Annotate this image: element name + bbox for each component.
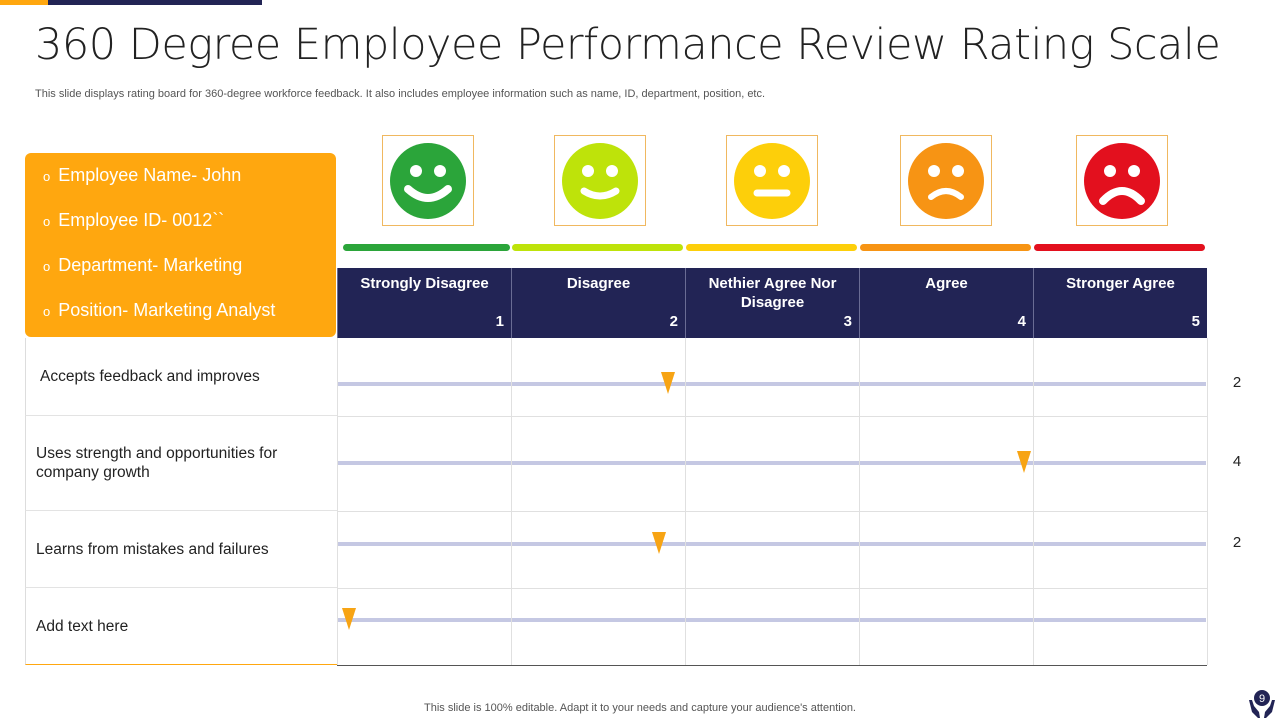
- criterion-label: Learns from mistakes and failures: [25, 511, 337, 588]
- footer-note: This slide is 100% editable. Adapt it to…: [424, 702, 856, 714]
- scale-label: Strongly Disagree: [360, 275, 489, 292]
- criterion-label: Add text here: [25, 588, 337, 665]
- smile-face-box: [554, 135, 646, 226]
- column-divider: [685, 338, 686, 665]
- rating-score: 2: [1232, 374, 1242, 391]
- happy-face-icon: [390, 142, 466, 219]
- accent-bar-navy: [48, 0, 262, 5]
- rating-score: 2: [1232, 534, 1242, 551]
- scale-label: Disagree: [566, 275, 631, 292]
- bullet-icon: o: [43, 304, 51, 319]
- rating-marker[interactable]: [651, 532, 666, 554]
- employee-info-item: o Position- Marketing Analyst: [43, 300, 336, 345]
- rating-marker[interactable]: [1017, 451, 1032, 473]
- bullet-icon: o: [43, 169, 51, 184]
- employee-info-text: Position- Marketing Analyst: [58, 300, 276, 320]
- column-divider: [859, 338, 860, 665]
- neutral-face-box: [726, 135, 818, 226]
- page-subtitle: This slide displays rating board for 360…: [35, 88, 766, 100]
- scale-color-bar: [512, 244, 683, 251]
- row-divider: [337, 511, 1207, 512]
- employee-info-text: Department- Marketing: [58, 255, 243, 275]
- rating-marker[interactable]: [342, 608, 357, 630]
- sad-face-icon: [908, 142, 984, 219]
- criterion-label: Accepts feedback and improves: [25, 338, 337, 416]
- accent-bar-orange: [0, 0, 48, 5]
- page-number: 9: [1259, 693, 1265, 705]
- rating-score: 4: [1232, 453, 1242, 470]
- employee-info-item: o Employee ID- 0012``: [43, 210, 336, 255]
- rating-track: [338, 461, 1206, 465]
- frown-face-icon: [1084, 142, 1160, 219]
- scale-number: 4: [1017, 313, 1026, 330]
- scale-header-2: Disagree 2: [511, 268, 685, 338]
- employee-info-item: o Employee Name- John: [43, 165, 336, 210]
- bullet-icon: o: [43, 214, 51, 229]
- happy-face-box: [382, 135, 474, 226]
- row-divider: [337, 588, 1207, 589]
- scale-header-4: Agree 4: [859, 268, 1033, 338]
- scale-number: 3: [843, 313, 852, 330]
- column-divider: [511, 338, 512, 665]
- employee-info-box: o Employee Name- John o Employee ID- 0012`…: [25, 153, 336, 337]
- bullet-icon: o: [43, 259, 51, 274]
- scale-label: Agree: [925, 275, 968, 292]
- rating-track: [338, 618, 1206, 622]
- scale-color-bar: [686, 244, 857, 251]
- page-title: 360 Degree Employee Performance Review R…: [35, 20, 1221, 70]
- row-divider: [337, 665, 1207, 666]
- employee-info-text: Employee Name- John: [58, 165, 242, 185]
- smile-face-icon: [562, 142, 638, 219]
- scale-color-bar: [343, 244, 510, 251]
- employee-info-text: Employee ID- 0012``: [58, 210, 225, 230]
- rating-track: [338, 382, 1206, 386]
- scale-number: 1: [495, 313, 504, 330]
- rating-marker[interactable]: [660, 372, 675, 394]
- sad-face-box: [900, 135, 992, 226]
- scale-number: 2: [669, 313, 678, 330]
- scale-header-3: Nethier Agree Nor Disagree 3: [685, 268, 859, 338]
- scale-label: Nethier Agree Nor Disagree: [708, 275, 837, 311]
- scale-header-5: Stronger Agree 5: [1033, 268, 1207, 338]
- rating-track: [338, 542, 1206, 546]
- scale-header-1: Strongly Disagree 1: [337, 268, 511, 338]
- scale-number: 5: [1191, 313, 1200, 330]
- scale-color-bar: [1034, 244, 1205, 251]
- hands-logo-icon: 9: [1246, 688, 1278, 720]
- scale-label: Stronger Agree: [1066, 275, 1175, 292]
- column-divider: [1033, 338, 1034, 665]
- column-divider: [337, 338, 338, 665]
- row-divider: [337, 416, 1207, 417]
- neutral-face-icon: [734, 142, 810, 219]
- employee-info-item: o Department- Marketing: [43, 255, 336, 300]
- criterion-label: Uses strength and opportunities for comp…: [25, 416, 337, 511]
- scale-color-bar: [860, 244, 1031, 251]
- frown-face-box: [1076, 135, 1168, 226]
- column-divider: [1207, 338, 1208, 665]
